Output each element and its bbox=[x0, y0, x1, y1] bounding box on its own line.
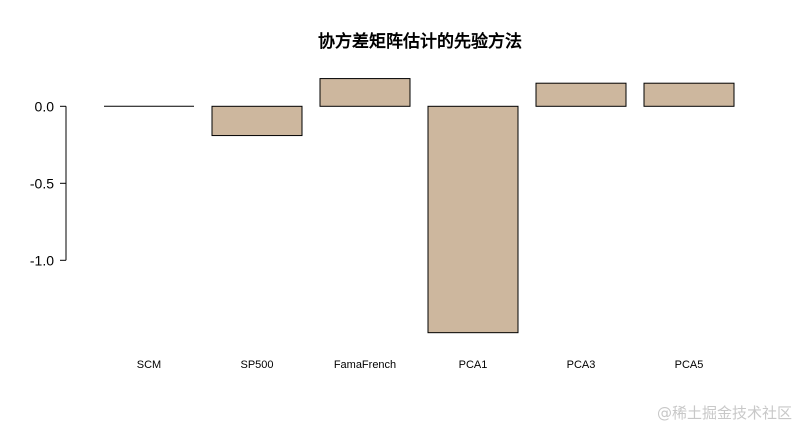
bars bbox=[104, 78, 735, 334]
bar-PCA3 bbox=[535, 82, 627, 107]
x-tick-label: SCM bbox=[137, 359, 161, 371]
x-tick-label: PCA5 bbox=[675, 359, 704, 371]
watermark: @稀土掘金技术社区 bbox=[656, 404, 792, 422]
chart-title: 协方差矩阵估计的先验方法 bbox=[318, 31, 522, 52]
bar-FamaFrench bbox=[319, 78, 411, 107]
y-axis: 0.0 -0.5 -1.0 bbox=[30, 98, 67, 268]
x-tick-label: PCA3 bbox=[567, 359, 596, 371]
x-tick-label: PCA1 bbox=[459, 359, 488, 371]
x-tick-label: FamaFrench bbox=[334, 359, 396, 371]
bar-SP500 bbox=[211, 105, 303, 137]
x-tick-label: SP500 bbox=[240, 359, 273, 371]
y-tick-label: 0.0 bbox=[35, 98, 55, 114]
x-tick-labels: SCM SP500 FamaFrench PCA1 PCA3 PCA5 bbox=[137, 359, 704, 371]
bar-PCA5 bbox=[643, 82, 735, 107]
y-tick-label: -0.5 bbox=[30, 175, 54, 191]
bar-PCA1 bbox=[427, 105, 519, 334]
y-tick-label: -1.0 bbox=[30, 252, 54, 268]
